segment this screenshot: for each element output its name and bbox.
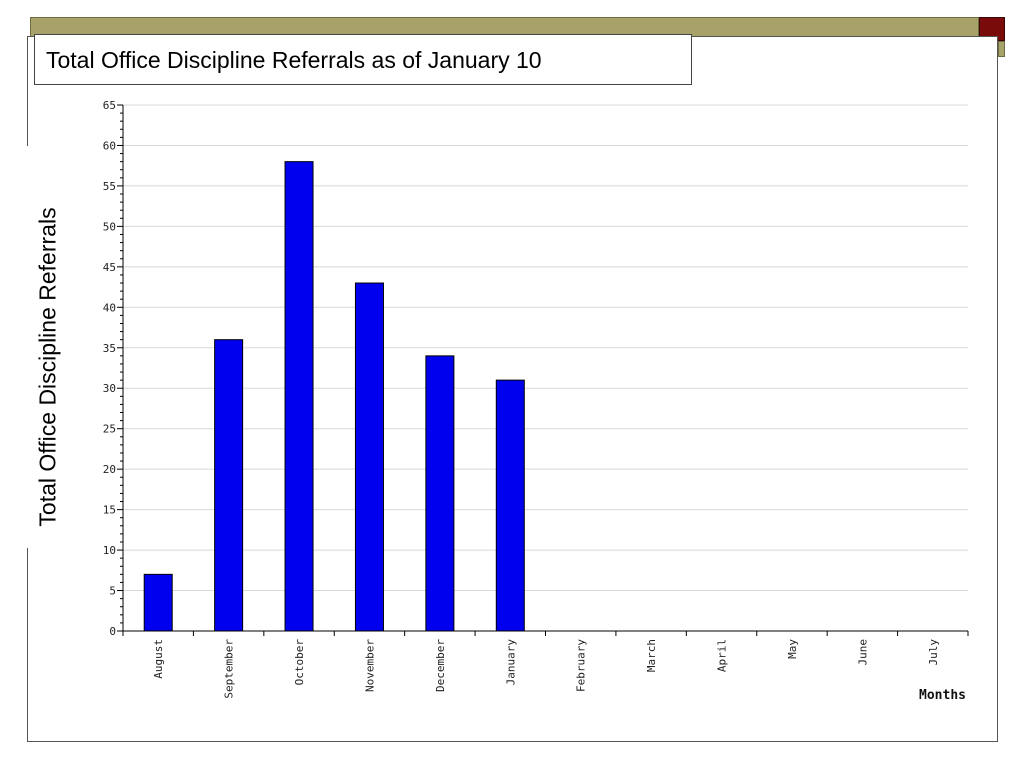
bar <box>284 161 314 632</box>
x-tick-label: March <box>645 639 658 672</box>
bar <box>425 355 455 632</box>
y-tick-label: 35 <box>103 342 116 355</box>
slide-accent-tab <box>998 41 1005 57</box>
y-tick-label: 40 <box>103 301 116 314</box>
y-tick-label: 65 <box>103 99 116 112</box>
x-tick-label: January <box>504 639 517 686</box>
y-tick-label: 10 <box>103 544 116 557</box>
x-tick-label: June <box>856 639 869 666</box>
x-tick-label: May <box>786 639 799 659</box>
y-tick-label: 55 <box>103 180 116 193</box>
bar <box>354 282 384 632</box>
y-tick-label: 0 <box>109 625 116 638</box>
y-tick-label: 50 <box>103 220 116 233</box>
y-axis-label: Total Office Discipline Referrals <box>34 207 61 527</box>
bar <box>214 339 244 632</box>
y-tick-label: 25 <box>103 423 116 436</box>
x-tick-label: September <box>223 639 236 699</box>
ylabel-backdrop <box>27 146 67 548</box>
x-tick-label: August <box>152 639 165 679</box>
y-tick-label: 45 <box>103 261 116 274</box>
y-tick-label: 20 <box>103 463 116 476</box>
y-tick-label: 15 <box>103 504 116 517</box>
x-tick-label: November <box>363 639 376 692</box>
x-tick-label: October <box>293 639 306 686</box>
x-tick-label: April <box>716 639 729 672</box>
bar <box>495 379 525 632</box>
y-tick-label: 5 <box>109 585 116 598</box>
y-tick-label: 30 <box>103 382 116 395</box>
bar <box>143 573 173 632</box>
chart-title: Total Office Discipline Referrals as of … <box>34 34 692 85</box>
x-axis-label: Months <box>919 688 966 703</box>
y-tick-label: 60 <box>103 139 116 152</box>
x-tick-label: February <box>575 639 588 692</box>
x-tick-label: July <box>927 639 940 666</box>
x-tick-label: December <box>434 639 447 692</box>
